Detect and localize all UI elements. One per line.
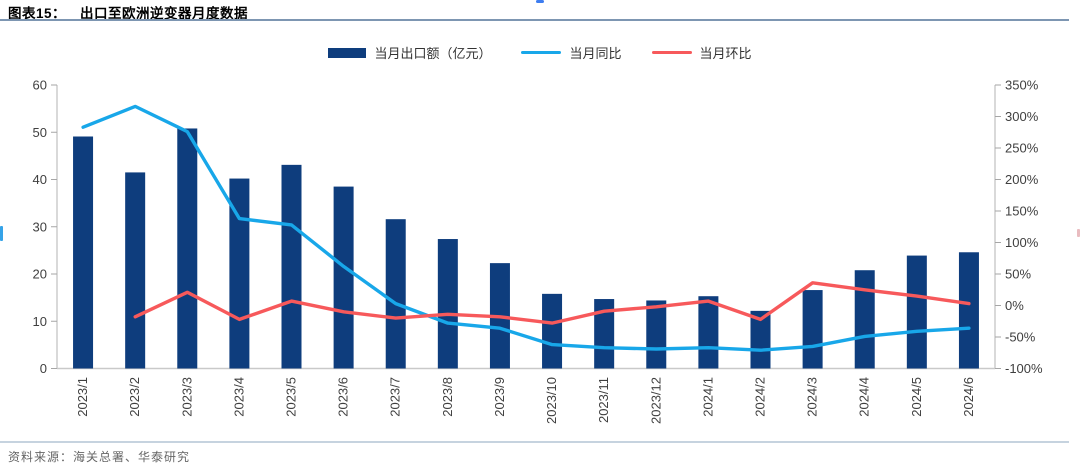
export-bar [229,178,250,369]
export-bar [385,219,406,369]
export-bar [698,296,719,369]
chart-title-prefix: 图表15： [8,6,67,21]
y-axis-right-label: 300% [1005,109,1039,124]
x-axis-label: 2023/11 [596,377,611,423]
export-bar [802,290,823,369]
blue-dash-artifact [536,0,544,3]
export-bar [906,255,927,369]
chart-legend: 当月出口额（亿元） 当月同比 当月环比 [0,43,1080,62]
y-axis-left-label: 60 [33,78,47,93]
x-axis-label: 2023/2 [127,377,142,417]
x-axis-label: 2024/4 [857,377,872,417]
export-bar [594,299,615,369]
legend-item-yoy: 当月同比 [521,43,622,62]
x-axis-label: 2024/6 [961,377,976,417]
x-axis-label: 2023/3 [179,377,194,417]
mom-line [133,281,971,325]
legend-yoy-swatch [521,50,562,55]
source-note: 资料来源：海关总署、华泰研究 [8,450,191,464]
footer-divider [0,441,1069,443]
y-axis-left-label: 40 [33,172,47,187]
chart-title: 图表15： 出口至欧洲逆变器月度数据 [8,2,248,22]
y-axis-left-label: 10 [33,314,47,329]
x-axis-label: 2023/4 [231,377,246,417]
export-bar [437,239,458,369]
x-axis-label: 2023/10 [544,377,559,424]
yoy-line [81,104,971,352]
y-axis-right-label: 100% [1005,235,1039,250]
y-axis-right-label: -50% [1005,330,1036,345]
chart-title-text: 出口至欧洲逆变器月度数据 [80,6,249,21]
export-bar [958,252,979,369]
x-axis-label: 2023/6 [336,377,351,417]
x-axis-label: 2023/9 [492,377,507,417]
x-axis-label: 2024/2 [753,377,768,417]
y-axis-right-label: 0% [1005,298,1024,313]
export-bar [281,164,302,369]
y-axis-right-label: 150% [1005,204,1039,219]
y-axis-left-label: 0 [40,361,47,376]
x-axis-label: 2024/5 [909,377,924,417]
y-axis-left-label: 50 [33,125,47,140]
export-bar [542,293,563,369]
x-axis-label: 2023/5 [284,377,299,417]
left-edge-line-artifact [0,226,3,241]
x-axis-label: 2023/12 [648,377,663,424]
x-axis-label: 2024/3 [805,377,820,417]
legend-yoy-label: 当月同比 [569,46,622,61]
y-axis-right-label: -100% [1005,361,1043,376]
title-divider [0,19,1069,21]
x-axis-label: 2023/8 [440,377,455,417]
legend-item-mom: 当月环比 [651,43,752,62]
y-axis-right-label: 350% [1005,78,1039,93]
export-bar [125,172,146,369]
legend-bar-label: 当月出口额（亿元） [374,46,492,61]
export-bar [73,136,94,369]
y-axis-right-label: 200% [1005,172,1039,187]
export-bar [854,270,875,369]
export-bar [333,186,354,369]
y-axis-right-label: 50% [1005,267,1031,282]
legend-bar-swatch [328,47,367,58]
export-bar [177,128,198,369]
x-axis-label: 2024/1 [700,377,715,417]
legend-mom-label: 当月环比 [699,46,752,61]
legend-item-export: 当月出口额（亿元） [328,43,491,62]
x-axis-label: 2023/7 [388,377,403,417]
x-axis-label: 2023/1 [75,377,90,417]
y-axis-right-label: 250% [1005,141,1039,156]
export-bar [646,300,667,369]
y-axis-left-label: 20 [33,267,47,282]
export-bar [750,310,771,369]
right-edge-mark-artifact [1077,229,1080,237]
legend-mom-swatch [651,50,692,55]
y-axis-left-label: 30 [33,219,47,234]
